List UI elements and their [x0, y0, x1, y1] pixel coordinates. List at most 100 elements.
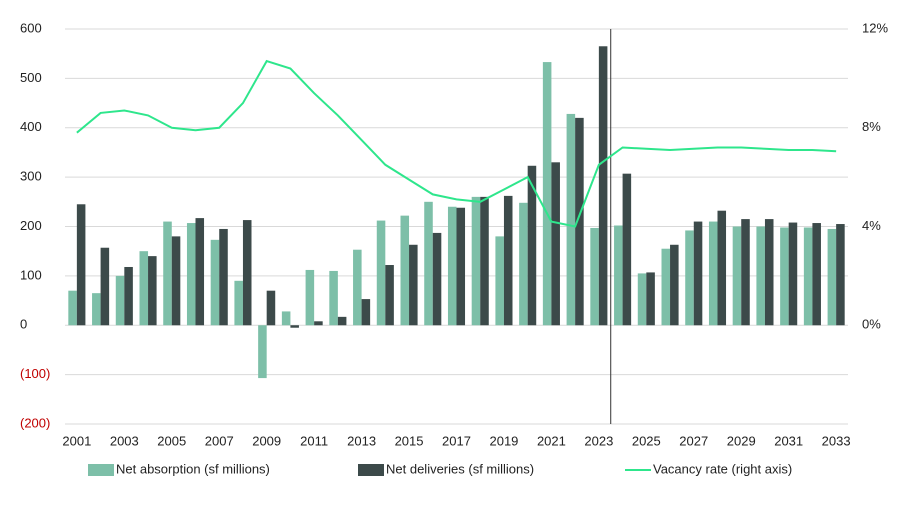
x-tick-label: 2025	[632, 433, 661, 448]
y-tick-label: 500	[20, 70, 42, 85]
bar	[424, 201, 433, 326]
x-tick-label: 2021	[537, 433, 566, 448]
bar	[376, 220, 386, 326]
bar	[148, 256, 157, 326]
bar	[195, 218, 205, 326]
bar	[92, 293, 101, 326]
bar	[764, 219, 774, 326]
bar	[210, 239, 220, 326]
bar	[551, 162, 560, 326]
bar	[290, 325, 299, 328]
bar	[139, 251, 149, 326]
bar	[186, 223, 196, 326]
bar	[590, 227, 599, 326]
bar	[566, 113, 576, 326]
bar	[456, 207, 466, 326]
bar	[124, 266, 133, 326]
bar	[432, 232, 442, 326]
x-tick-label: 2001	[62, 433, 91, 448]
x-tick-label: 2011	[300, 433, 328, 448]
x-tick-label: 2029	[727, 433, 756, 448]
bar	[622, 173, 632, 326]
bar	[495, 236, 504, 326]
bar	[337, 316, 347, 326]
bar	[266, 290, 276, 326]
bar	[163, 221, 172, 326]
bar	[409, 244, 418, 326]
x-tick-label: 2003	[110, 433, 139, 448]
legend-label: Net deliveries (sf millions)	[386, 461, 534, 476]
x-tick-label: 2023	[584, 433, 613, 448]
bar	[661, 248, 671, 326]
bar	[258, 325, 267, 379]
x-tick-label: 2007	[205, 433, 234, 448]
bar	[708, 221, 718, 326]
y2-tick-label: 8%	[862, 119, 881, 134]
bar	[614, 225, 623, 326]
bar	[693, 221, 703, 326]
legend-swatch	[358, 464, 384, 476]
x-tick-label: 2013	[347, 433, 376, 448]
bar	[780, 227, 789, 326]
x-tick-label: 2027	[679, 433, 708, 448]
bar	[471, 196, 481, 326]
y-tick-label: 600	[20, 20, 42, 35]
bar	[803, 227, 813, 326]
legend-swatch	[88, 464, 114, 476]
x-tick-label: 2015	[395, 433, 424, 448]
x-tick-label: 2031	[774, 433, 803, 448]
bar	[788, 222, 798, 326]
bar	[447, 206, 457, 326]
y-tick-label: (100)	[20, 366, 50, 381]
bar	[314, 321, 323, 326]
x-tick-label: 2019	[489, 433, 518, 448]
legend-label: Net absorption (sf millions)	[116, 461, 270, 476]
bar	[361, 299, 371, 326]
bar	[637, 273, 647, 326]
bar	[76, 204, 86, 326]
bar	[812, 223, 821, 326]
bar	[741, 219, 750, 326]
bar	[480, 196, 489, 326]
x-tick-label: 2033	[822, 433, 851, 448]
bar	[685, 230, 694, 326]
bar	[717, 210, 727, 326]
bar	[598, 46, 608, 326]
x-tick-label: 2009	[252, 433, 281, 448]
x-tick-label: 2005	[157, 433, 186, 448]
bar	[281, 311, 291, 326]
bar	[575, 117, 584, 326]
bar	[305, 269, 315, 326]
bar	[670, 244, 679, 326]
bar	[827, 228, 837, 326]
y-tick-label: 400	[20, 119, 42, 134]
bar	[527, 165, 537, 326]
bar	[400, 215, 410, 326]
bar	[503, 195, 513, 326]
bar	[68, 290, 77, 326]
bar	[542, 62, 552, 326]
bar	[171, 236, 181, 326]
y2-tick-label: 12%	[862, 20, 888, 35]
line	[76, 59, 837, 228]
x-tick-label: 2017	[442, 433, 471, 448]
bar	[115, 275, 125, 326]
legend-label: Vacancy rate (right axis)	[653, 461, 792, 476]
y2-tick-label: 4%	[862, 218, 881, 233]
bar	[836, 224, 845, 326]
bar	[234, 280, 243, 326]
y-tick-label: 100	[20, 267, 42, 282]
bar	[329, 270, 338, 326]
bar	[100, 247, 110, 326]
bar	[385, 265, 394, 326]
bar	[756, 226, 765, 326]
y-tick-label: 0	[20, 317, 27, 332]
bar	[353, 249, 362, 326]
y-tick-label: 300	[20, 169, 42, 184]
y2-tick-label: 0%	[862, 317, 881, 332]
y-tick-label: 200	[20, 218, 42, 233]
y-tick-label: (200)	[20, 415, 50, 430]
bar	[519, 202, 528, 326]
bar	[732, 226, 742, 326]
